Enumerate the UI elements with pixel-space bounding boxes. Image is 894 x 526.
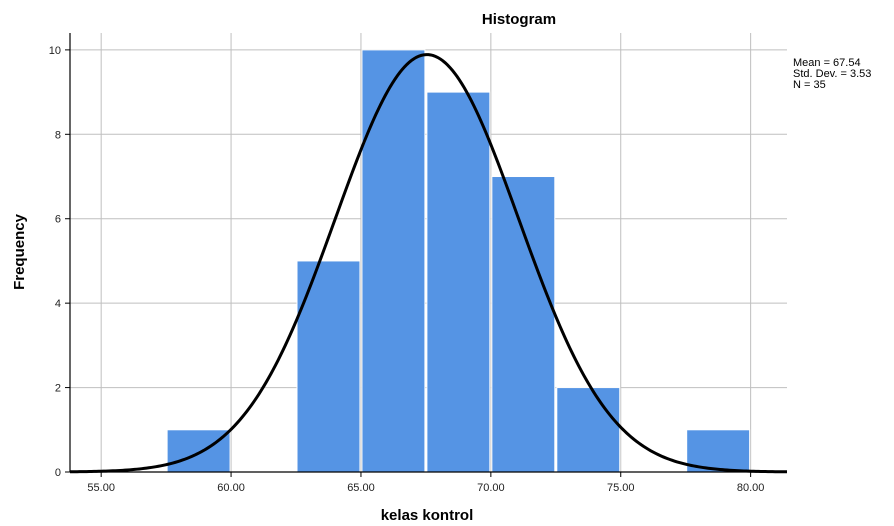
normal-curve-line [69,53,788,474]
x-tick-label: 60.00 [217,482,245,494]
x-tick-label: 75.00 [607,482,635,494]
x-axis-ticks: 55.00 60.00 65.00 70.00 75.00 80.00 [87,472,764,494]
histogram-bar [556,387,621,473]
y-axis-ticks: 0 2 4 6 8 10 [49,45,70,479]
stat-n: N = 35 [793,79,826,91]
statistics-box: Mean = 67.54 Std. Dev. = 3.53 N = 35 [793,57,871,91]
axes [69,33,787,473]
chart-title: Histogram [482,11,556,28]
y-tick-label: 8 [55,129,61,141]
stat-mean: Mean = 67.54 [793,57,861,69]
normal-curve [69,53,788,474]
histogram-bar [361,49,426,473]
y-tick-label: 4 [55,298,61,310]
y-tick-label: 6 [55,214,61,226]
x-tick-label: 70.00 [477,482,505,494]
histogram-bar [686,429,751,473]
y-tick-label: 10 [49,45,61,57]
x-tick-label: 80.00 [737,482,765,494]
y-tick-label: 0 [55,467,61,479]
histogram-bar [491,176,556,473]
y-tick-label: 2 [55,383,61,395]
histogram-bar [166,429,231,473]
histogram-bar [426,91,491,473]
x-tick-label: 65.00 [347,482,375,494]
stat-std-dev: Std. Dev. = 3.53 [793,68,871,80]
x-tick-label: 55.00 [87,482,115,494]
y-axis-title: Frequency [11,213,28,290]
x-axis-title: kelas kontrol [381,507,474,524]
histogram-bars [166,49,751,473]
